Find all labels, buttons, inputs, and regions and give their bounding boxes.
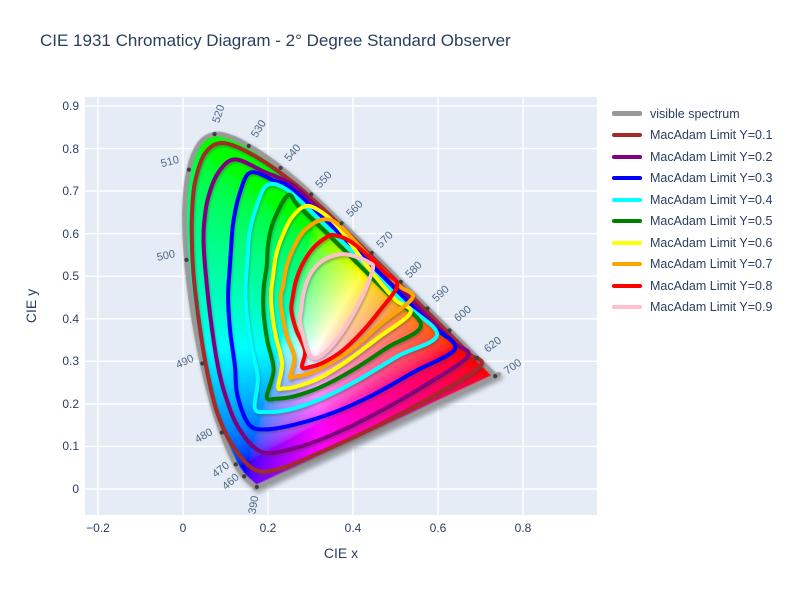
- x-tick-label: −0.2: [86, 521, 110, 535]
- y-tick-label: 0.1: [62, 439, 79, 454]
- x-tick-label: 0.2: [259, 521, 277, 535]
- y-tick-label: 0: [72, 481, 79, 496]
- wavelength-dot: [309, 192, 314, 197]
- wavelength-dot: [246, 143, 251, 149]
- y-tick-label: 0.3: [62, 354, 79, 369]
- legend-item[interactable]: MacAdam Limit Y=0.4: [612, 189, 772, 211]
- wavelength-dot: [493, 373, 498, 379]
- wavelength-dot: [398, 279, 403, 285]
- legend-item[interactable]: MacAdam Limit Y=0.8: [612, 275, 772, 297]
- x-tick-label: 0.6: [429, 521, 447, 535]
- legend-label: MacAdam Limit Y=0.2: [650, 149, 773, 164]
- y-tick-label: 0.4: [62, 311, 79, 326]
- wavelength-dot: [233, 462, 238, 467]
- wavelength-dot: [278, 165, 283, 171]
- legend-swatch: [612, 262, 642, 267]
- legend-swatch: [612, 240, 642, 245]
- legend-swatch: [612, 111, 642, 117]
- macadam-contour: [243, 181, 440, 415]
- x-tick-label: 0: [179, 521, 187, 535]
- wavelength-dot: [212, 132, 217, 137]
- legend-swatch: [612, 154, 642, 159]
- legend-swatch: [612, 176, 642, 181]
- wavelength-dot: [219, 430, 224, 435]
- y-tick-label: 0.2: [62, 396, 79, 411]
- legend-swatch: [612, 219, 642, 224]
- chromaticity-canvas: [85, 97, 597, 515]
- legend-label: MacAdam Limit Y=0.7: [650, 257, 773, 272]
- contour-svg: [189, 140, 484, 474]
- macadam-contour: [201, 157, 471, 456]
- legend-label: visible spectrum: [650, 106, 740, 121]
- y-tick-label: 0.6: [62, 226, 79, 241]
- legend-item[interactable]: MacAdam Limit Y=0.9: [612, 297, 772, 319]
- y-tick-label: 0.5: [62, 269, 79, 284]
- legend-item[interactable]: MacAdam Limit Y=0.2: [612, 146, 772, 168]
- x-tick-label: 0.8: [514, 521, 532, 535]
- plot-area[interactable]: [85, 97, 597, 515]
- y-axis-title: CIE y: [23, 288, 39, 324]
- legend-item[interactable]: MacAdam Limit Y=0.7: [612, 254, 772, 276]
- macadam-contour: [297, 252, 376, 361]
- wavelength-dot: [474, 355, 479, 360]
- y-tick-label: 0.8: [62, 141, 79, 156]
- wavelength-dot: [447, 328, 452, 333]
- legend-item[interactable]: MacAdam Limit Y=0.6: [612, 232, 772, 254]
- wavelength-dot: [186, 167, 192, 172]
- x-axis-title: CIE x: [323, 545, 359, 561]
- legend-swatch: [612, 133, 642, 138]
- legend: visible spectrum MacAdam Limit Y=0.1 MacAd…: [612, 103, 772, 318]
- macadam-contour: [269, 203, 413, 392]
- legend-swatch: [612, 197, 642, 202]
- macadam-contour: [261, 192, 424, 402]
- wavelength-dot: [254, 484, 259, 490]
- legend-item[interactable]: MacAdam Limit Y=0.1: [612, 125, 772, 147]
- legend-item[interactable]: visible spectrum: [612, 103, 772, 125]
- wavelength-dot: [242, 474, 247, 479]
- legend-item[interactable]: MacAdam Limit Y=0.5: [612, 211, 772, 233]
- macadam-contour: [189, 140, 484, 474]
- legend-label: MacAdam Limit Y=0.6: [650, 235, 773, 250]
- wavelength-dot: [425, 306, 430, 311]
- chart-title: CIE 1931 Chromaticy Diagram - 2° Degree …: [40, 31, 511, 50]
- legend-swatch: [612, 283, 642, 288]
- legend-label: MacAdam Limit Y=0.1: [650, 128, 773, 143]
- macadam-contour: [226, 170, 458, 432]
- wavelength-dot: [369, 250, 374, 256]
- legend-item[interactable]: MacAdam Limit Y=0.3: [612, 168, 772, 190]
- y-tick-label: 0.7: [62, 184, 79, 199]
- x-tick-label: 0.4: [344, 521, 362, 535]
- macadam-contour: [289, 232, 400, 371]
- wavelength-dot: [339, 221, 344, 226]
- wavelength-dot: [184, 257, 189, 262]
- y-tick-label: 0.9: [62, 98, 79, 113]
- legend-swatch: [612, 305, 642, 310]
- wavelength-dot: [200, 361, 205, 366]
- legend-label: MacAdam Limit Y=0.8: [650, 278, 773, 293]
- legend-label: MacAdam Limit Y=0.3: [650, 171, 773, 186]
- macadam-contour: [278, 217, 416, 381]
- legend-label: MacAdam Limit Y=0.5: [650, 214, 773, 229]
- wavelength-dots-svg: [184, 132, 498, 490]
- legend-label: MacAdam Limit Y=0.4: [650, 192, 773, 207]
- legend-label: MacAdam Limit Y=0.9: [650, 300, 773, 315]
